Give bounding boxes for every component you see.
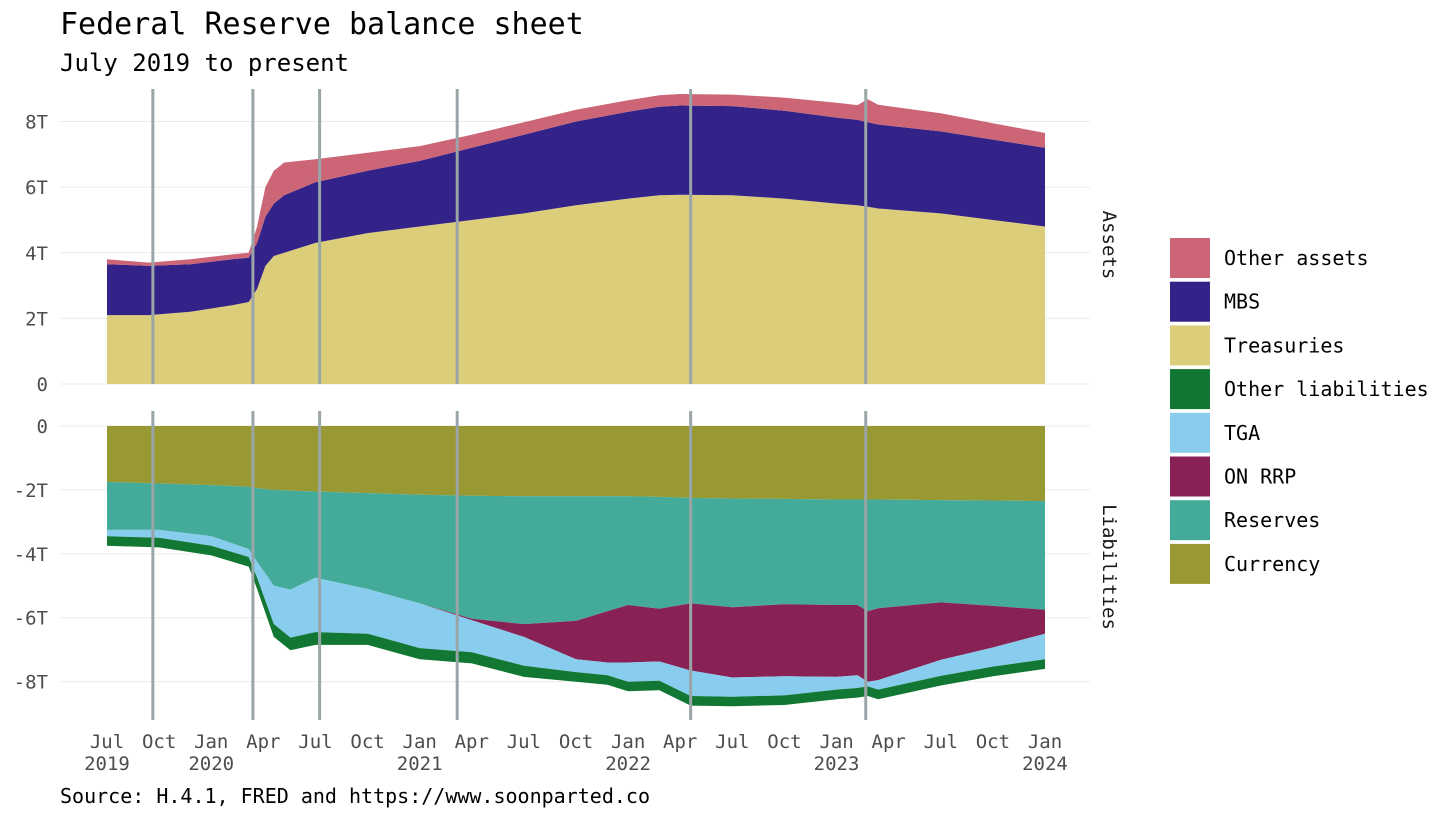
x-tick-label: Jul [715, 731, 749, 753]
chart-subtitle: July 2019 to present [60, 49, 349, 77]
liabilities-panel: 0 -2T -4T -6T -8T [14, 416, 1090, 707]
x-tick-year: 2019 [84, 753, 130, 775]
chart-title: Federal Reserve balance sheet [60, 7, 584, 42]
x-tick-label: Jul [924, 731, 958, 753]
legend-swatch-on-rrp [1170, 456, 1210, 497]
x-tick-year: 2020 [188, 753, 234, 775]
assets-y-tick-label: 4T [25, 243, 48, 265]
legend-swatch-reserves [1170, 500, 1210, 541]
x-tick-year: 2021 [397, 753, 443, 775]
chart-caption: Source: H.4.1, FRED and https://www.soon… [60, 784, 650, 808]
assets-y-tick-label: 6T [25, 177, 48, 199]
assets-area-other-assets [107, 94, 1045, 266]
x-tick-label: Apr [246, 731, 280, 753]
x-tick-label: Jan [611, 731, 645, 753]
legend-label-other-liabilities: Other liabilities [1224, 377, 1429, 401]
legend-label-reserves: Reserves [1224, 508, 1320, 532]
strip-label-assets: Assets [1098, 211, 1120, 280]
liabilities-y-tick-label: -4T [14, 544, 48, 566]
assets-panel: 0 2T 4T 6T 8T [25, 94, 1090, 396]
x-tick-label: Apr [663, 731, 697, 753]
legend-label-mbs: MBS [1224, 290, 1260, 314]
liabilities-y-tick-label: -6T [14, 608, 48, 630]
x-tick-year: 2024 [1022, 753, 1068, 775]
legend-swatch-tga [1170, 412, 1210, 453]
legend-label-other-assets: Other assets [1224, 246, 1369, 270]
x-tick-year: 2023 [814, 753, 860, 775]
liabilities-area-on-rrp [107, 529, 1045, 682]
x-tick-label: Jan [1028, 731, 1062, 753]
x-tick-label: Apr [455, 731, 489, 753]
legend-swatch-currency [1170, 543, 1210, 584]
x-tick-label: Oct [767, 731, 801, 753]
x-tick-label: Oct [976, 731, 1010, 753]
assets-y-tick-label: 2T [25, 308, 48, 330]
liabilities-y-tick-label: 0 [37, 416, 48, 438]
legend: Other assets MBS Treasuries Other liabiliti… [1170, 238, 1429, 584]
x-tick-label: Oct [142, 731, 176, 753]
liabilities-area-tga [107, 529, 1045, 697]
strip-label-liabilities: Liabilities [1098, 504, 1120, 630]
liabilities-area-other-liabilities [107, 536, 1045, 707]
assets-y-tick-label: 0 [37, 374, 48, 396]
x-tick-label: Apr [872, 731, 906, 753]
legend-swatch-mbs [1170, 281, 1210, 322]
x-tick-label: Oct [559, 731, 593, 753]
x-tick-label: Jan [403, 731, 437, 753]
legend-swatch-treasuries [1170, 325, 1210, 366]
x-tick-label: Oct [350, 731, 384, 753]
x-tick-label: Jan [819, 731, 853, 753]
liabilities-area-reserves [107, 481, 1045, 625]
legend-label-tga: TGA [1224, 421, 1260, 445]
x-tick-label: Jul [298, 731, 332, 753]
assets-area-mbs [107, 105, 1045, 316]
legend-label-on-rrp: ON RRP [1224, 465, 1296, 489]
liabilities-y-tick-label: -2T [14, 480, 48, 502]
liabilities-area-currency [107, 426, 1045, 502]
assets-area-treasuries [107, 194, 1045, 384]
x-tick-label: Jul [90, 731, 124, 753]
legend-label-currency: Currency [1224, 552, 1320, 576]
legend-swatch-other-liabilities [1170, 369, 1210, 410]
x-tick-year: 2022 [605, 753, 651, 775]
liabilities-y-tick-label: -8T [14, 672, 48, 694]
x-tick-label: Jul [507, 731, 541, 753]
event-lines [151, 89, 868, 720]
legend-swatch-other-assets [1170, 238, 1210, 278]
legend-label-treasuries: Treasuries [1224, 333, 1344, 357]
x-tick-label: Jan [194, 731, 228, 753]
assets-y-tick-label: 8T [25, 112, 48, 134]
